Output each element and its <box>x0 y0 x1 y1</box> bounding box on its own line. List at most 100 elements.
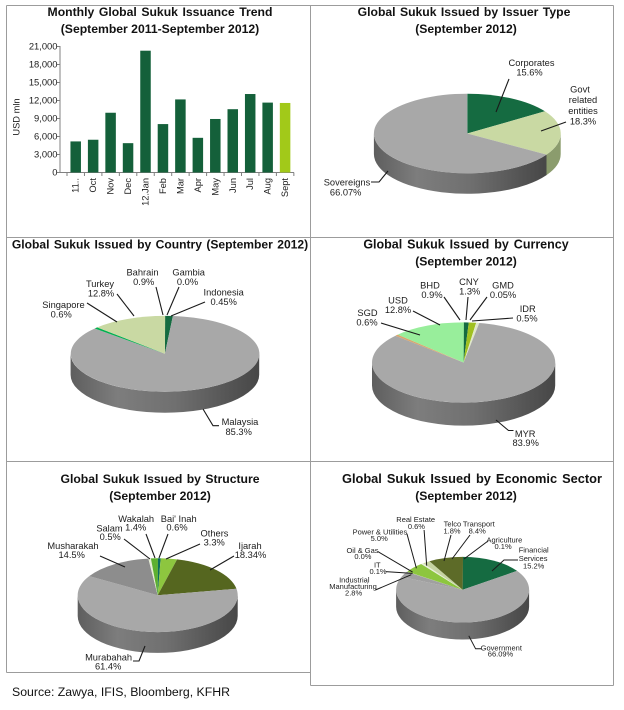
svg-text:2.8%: 2.8% <box>345 588 362 597</box>
svg-text:Global Sukuk Issued by Currenc: Global Sukuk Issued by Currency <box>363 238 568 252</box>
svg-text:Government: Government <box>481 643 523 652</box>
svg-text:May: May <box>210 178 220 196</box>
svg-text:Transport: Transport <box>463 520 496 529</box>
svg-text:18.34%: 18.34% <box>235 550 267 560</box>
svg-text:15.2%: 15.2% <box>523 562 545 571</box>
svg-text:9,000: 9,000 <box>34 113 57 124</box>
svg-text:Feb: Feb <box>158 178 168 194</box>
svg-text:0.05%: 0.05% <box>490 290 516 300</box>
svg-text:Manufacturing: Manufacturing <box>329 582 377 591</box>
svg-text:Global Sukuk Issued by Issuer: Global Sukuk Issued by Issuer Type <box>358 5 571 19</box>
svg-text:12.8%: 12.8% <box>385 305 411 315</box>
svg-text:(September 2011-September 2012: (September 2011-September 2012) <box>61 22 259 36</box>
svg-text:0.6%: 0.6% <box>166 523 187 533</box>
svg-text:1.8%: 1.8% <box>443 527 460 536</box>
svg-text:0.6%: 0.6% <box>356 317 377 327</box>
svg-text:IDR: IDR <box>520 304 536 314</box>
svg-text:1.3%: 1.3% <box>459 286 480 296</box>
svg-text:3.3%: 3.3% <box>204 538 225 548</box>
svg-text:Telco: Telco <box>444 520 462 529</box>
svg-text:15,000: 15,000 <box>29 77 58 88</box>
svg-text:0.6%: 0.6% <box>408 522 425 531</box>
svg-text:1.4%: 1.4% <box>125 523 146 533</box>
svg-text:Aug: Aug <box>263 178 273 195</box>
svg-text:Corporates: Corporates <box>509 58 555 68</box>
svg-text:Jul: Jul <box>245 178 255 190</box>
svg-text:USD: USD <box>388 296 408 306</box>
svg-text:CNY: CNY <box>459 277 479 287</box>
svg-text:5.0%: 5.0% <box>371 534 388 543</box>
svg-text:66.09%: 66.09% <box>488 649 514 658</box>
svg-text:0.9%: 0.9% <box>133 277 154 287</box>
svg-text:Govt: Govt <box>570 84 590 94</box>
svg-text:(September 2012): (September 2012) <box>415 255 517 269</box>
svg-text:Dec: Dec <box>123 178 133 195</box>
svg-text:Services: Services <box>519 554 548 563</box>
svg-text:0: 0 <box>52 167 57 178</box>
svg-text:Gambia: Gambia <box>172 268 205 278</box>
svg-text:3,000: 3,000 <box>34 149 57 160</box>
svg-text:Global Sukuk Issued by Economi: Global Sukuk Issued by Economic Sector <box>342 471 602 486</box>
svg-text:Malaysia: Malaysia <box>222 417 260 427</box>
svg-text:Others: Others <box>201 529 229 539</box>
svg-text:Power & Utilities: Power & Utilities <box>353 528 408 537</box>
svg-text:Sept: Sept <box>280 178 290 198</box>
svg-text:15.6%: 15.6% <box>516 67 542 77</box>
svg-text:Bahrain: Bahrain <box>126 268 158 278</box>
svg-text:SGD: SGD <box>357 308 377 318</box>
svg-text:Oil & Gas: Oil & Gas <box>346 546 378 555</box>
svg-text:8.4%: 8.4% <box>469 527 486 536</box>
svg-text:0.1%: 0.1% <box>495 542 512 551</box>
svg-text:(September 2012): (September 2012) <box>415 22 517 36</box>
svg-text:6,000: 6,000 <box>34 131 57 142</box>
svg-text:Real Estate: Real Estate <box>396 515 435 524</box>
svg-text:USD mln: USD mln <box>12 98 22 135</box>
svg-text:Financial: Financial <box>519 545 549 554</box>
svg-text:Singapore: Singapore <box>42 300 84 310</box>
svg-text:GMD: GMD <box>492 281 514 291</box>
svg-text:Jun: Jun <box>228 178 238 193</box>
svg-text:18,000: 18,000 <box>29 59 58 70</box>
svg-text:Industrial: Industrial <box>339 575 370 584</box>
svg-text:61.4%: 61.4% <box>95 662 121 672</box>
svg-text:12.Jan: 12.Jan <box>141 178 151 206</box>
svg-text:Global Sukuk Issued by Country: Global Sukuk Issued by Country (Septembe… <box>12 238 308 252</box>
svg-text:21,000: 21,000 <box>29 41 58 52</box>
svg-text:(September 2012): (September 2012) <box>415 489 517 503</box>
svg-text:0.45%: 0.45% <box>211 297 237 307</box>
svg-text:12,000: 12,000 <box>29 95 58 106</box>
svg-text:Global Sukuk Issued by Structu: Global Sukuk Issued by Structure <box>60 472 259 486</box>
svg-text:0.0%: 0.0% <box>354 552 371 561</box>
svg-text:0.6%: 0.6% <box>51 309 72 319</box>
svg-text:Oct: Oct <box>88 178 98 193</box>
svg-text:Turkey: Turkey <box>86 279 114 289</box>
svg-text:IT: IT <box>374 560 381 569</box>
svg-text:0.5%: 0.5% <box>516 313 537 323</box>
svg-text:66.07%: 66.07% <box>330 188 362 198</box>
svg-text:Murabahah: Murabahah <box>85 653 132 663</box>
svg-text:(September 2012): (September 2012) <box>109 489 211 503</box>
svg-text:Wakalah: Wakalah <box>118 514 154 524</box>
svg-text:entities: entities <box>568 106 598 116</box>
svg-text:83.9%: 83.9% <box>513 438 539 448</box>
svg-text:Ijarah: Ijarah <box>238 541 261 551</box>
svg-text:12.8%: 12.8% <box>88 288 114 298</box>
svg-text:Indonesia: Indonesia <box>204 288 245 298</box>
svg-text:0.9%: 0.9% <box>421 290 442 300</box>
svg-text:MYR: MYR <box>515 429 536 439</box>
svg-text:Agriculture: Agriculture <box>486 536 522 545</box>
svg-text:Salam: Salam <box>96 524 123 534</box>
svg-text:85.3%: 85.3% <box>226 427 252 437</box>
svg-text:Apr: Apr <box>193 178 203 192</box>
svg-text:11..: 11.. <box>71 178 81 193</box>
svg-text:18.3%: 18.3% <box>570 117 596 127</box>
svg-text:related: related <box>569 95 597 105</box>
svg-text:Bai' Inah: Bai' Inah <box>161 514 197 524</box>
svg-text:0.1%: 0.1% <box>369 567 386 576</box>
svg-text:Nov: Nov <box>106 178 116 195</box>
svg-text:Monthly Global Sukuk Issuance: Monthly Global Sukuk Issuance Trend <box>48 5 273 19</box>
svg-text:Source: Zawya, IFIS, Bloomberg: Source: Zawya, IFIS, Bloomberg, KFHR <box>12 685 230 699</box>
svg-text:Musharakah: Musharakah <box>47 541 98 551</box>
svg-text:Sovereigns: Sovereigns <box>324 178 371 188</box>
svg-text:BHD: BHD <box>420 281 440 291</box>
